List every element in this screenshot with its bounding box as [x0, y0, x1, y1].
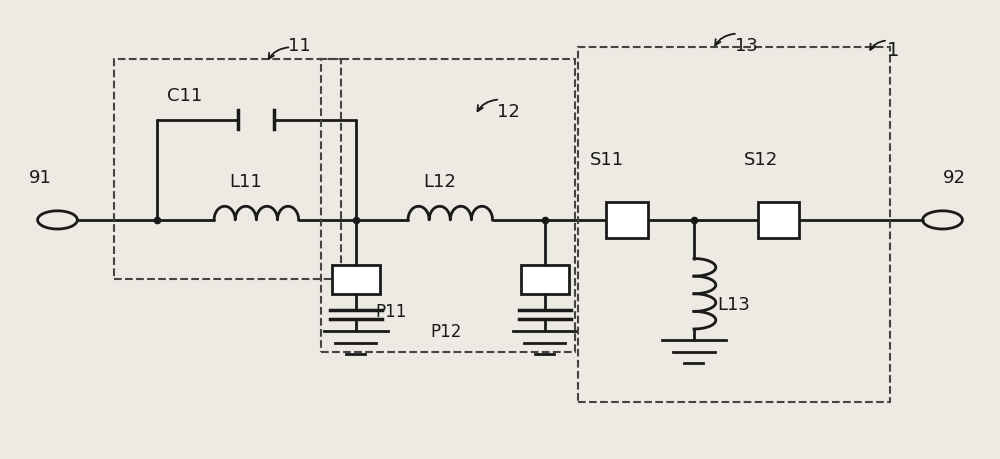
Text: S12: S12: [743, 151, 778, 168]
Text: 13: 13: [735, 37, 758, 55]
Text: P11: P11: [376, 302, 407, 320]
Text: 92: 92: [943, 168, 966, 186]
Bar: [321, 60, 575, 352]
Text: 91: 91: [29, 168, 52, 186]
Text: L12: L12: [423, 173, 456, 191]
Text: L13: L13: [717, 295, 750, 313]
Bar: [332, 266, 380, 294]
Bar: [758, 202, 799, 239]
Bar: [578, 48, 890, 402]
Text: 11: 11: [288, 37, 310, 55]
Text: 12: 12: [497, 103, 519, 121]
Text: L11: L11: [230, 173, 262, 191]
Text: C11: C11: [167, 87, 202, 105]
Bar: [114, 60, 341, 280]
Text: S11: S11: [590, 151, 624, 168]
Bar: [606, 202, 648, 239]
Text: P12: P12: [430, 323, 462, 341]
Text: 1: 1: [887, 41, 899, 60]
Bar: [521, 266, 569, 294]
